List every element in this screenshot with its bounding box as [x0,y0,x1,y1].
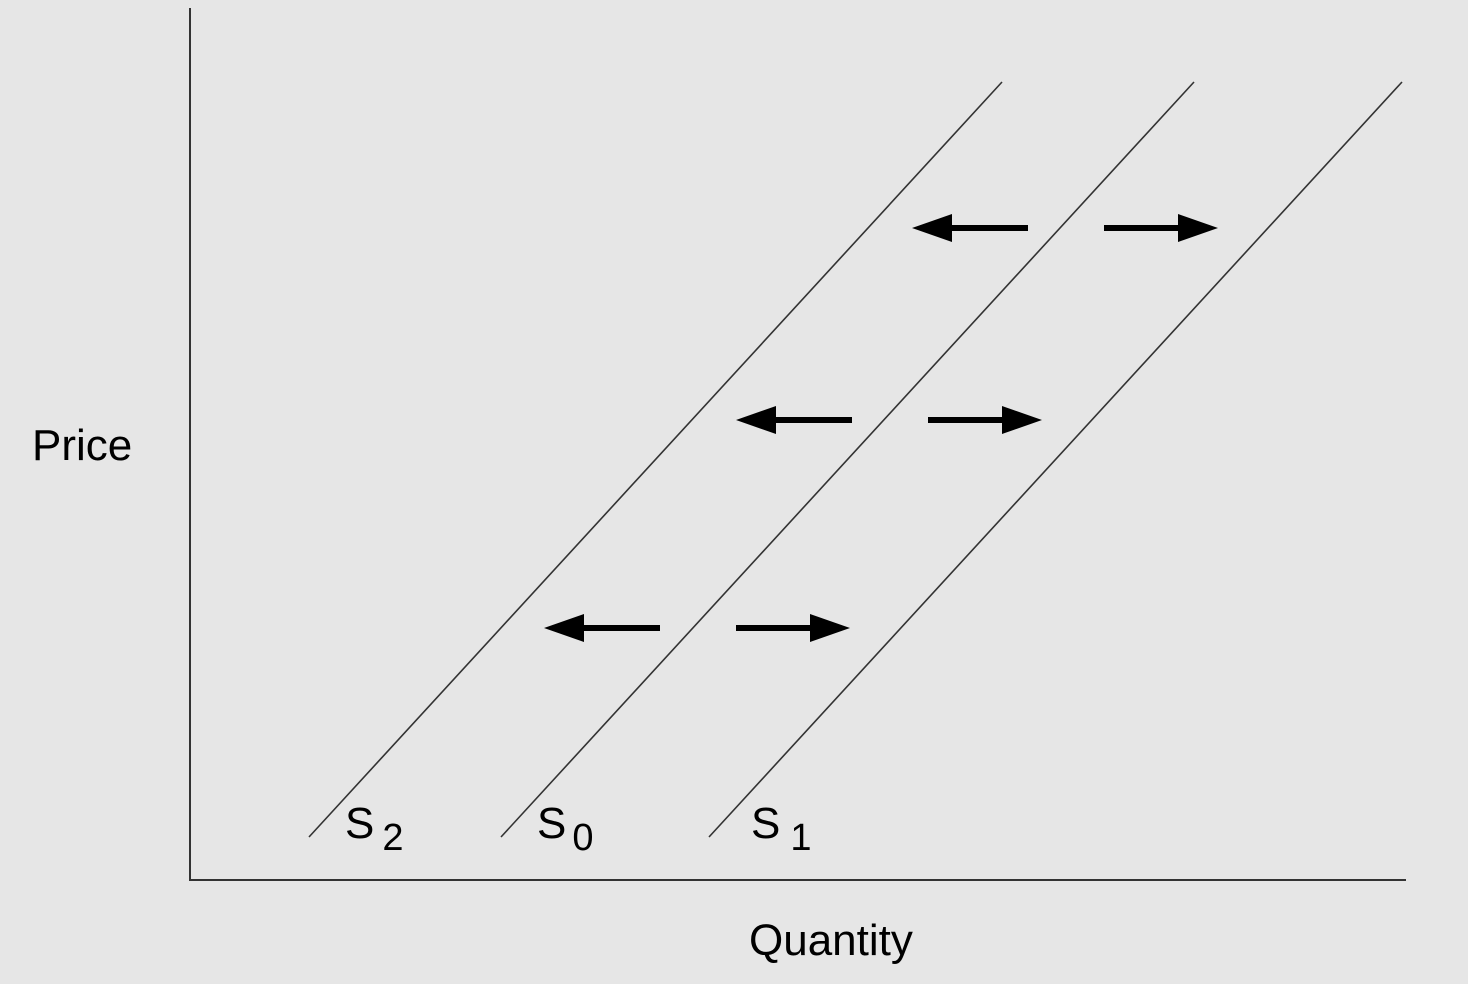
supply-curve-s2 [308,81,1003,838]
supply-curve-s1 [708,81,1403,838]
arrow-right-icon [928,406,1042,434]
arrow-right-icon [736,614,850,642]
x-axis-label: Quantity [749,916,913,965]
arrow-left-icon [736,406,852,434]
arrow-left-icon [912,214,1028,242]
arrow-right-icon [1104,214,1218,242]
supply-curve-s0 [500,81,1195,838]
y-axis-label: Price [32,421,132,470]
arrow-left-icon [544,614,660,642]
